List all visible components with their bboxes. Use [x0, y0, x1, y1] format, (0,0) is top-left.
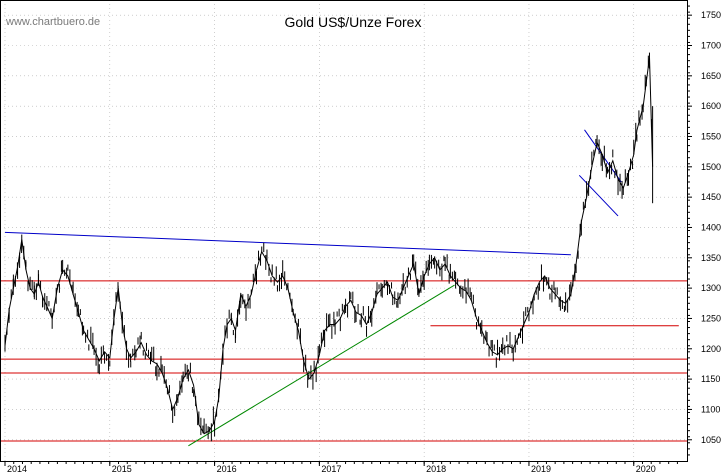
- y-tick-label: 1300: [701, 283, 721, 293]
- x-tick-label: 2015: [112, 464, 132, 474]
- x-axis: 2014 2015 2016 2017 2018 2019 2020: [4, 461, 678, 474]
- y-tick-label: 1500: [701, 162, 721, 172]
- y-tick-label: 1050: [701, 435, 721, 445]
- y-tick-label: 1600: [701, 101, 721, 111]
- y-tick-label: 1750: [701, 10, 721, 20]
- y-tick-label: 1150: [701, 374, 720, 384]
- price-line: [4, 57, 654, 435]
- y-tick-label: 1200: [701, 344, 721, 354]
- x-tick-label: 2019: [531, 464, 551, 474]
- resistance-line: [4, 231, 571, 256]
- price-series: [4, 52, 654, 442]
- watermark: www.chartbuero.de: [5, 16, 100, 28]
- y-tick-label: 1700: [701, 40, 721, 50]
- y-tick-label: 1350: [701, 253, 721, 263]
- x-tick-label: 2018: [426, 464, 446, 474]
- trend-lines: [0, 129, 687, 447]
- x-tick-label: 2014: [7, 464, 27, 474]
- y-tick-label: 1250: [701, 313, 721, 323]
- y-tick-label: 1100: [701, 404, 720, 414]
- y-tick-label: 1650: [701, 71, 721, 81]
- y-axis: 1050 1100 1150 1200 1250 1300 1350 1400 1450 1500…: [687, 5, 721, 456]
- uptrend-line: [188, 284, 455, 447]
- y-tick-label: 1400: [701, 222, 721, 232]
- grid-lines: [0, 0, 687, 461]
- x-tick-label: 2016: [217, 464, 237, 474]
- plot-frame: [0, 0, 688, 462]
- y-tick-label: 1550: [701, 131, 721, 141]
- resistance-line: [578, 174, 619, 217]
- chart-title: Gold US$/Unze Forex: [285, 14, 422, 30]
- x-tick-label: 2020: [636, 464, 656, 474]
- x-tick-label: 2017: [321, 464, 341, 474]
- y-tick-label: 1450: [701, 192, 721, 202]
